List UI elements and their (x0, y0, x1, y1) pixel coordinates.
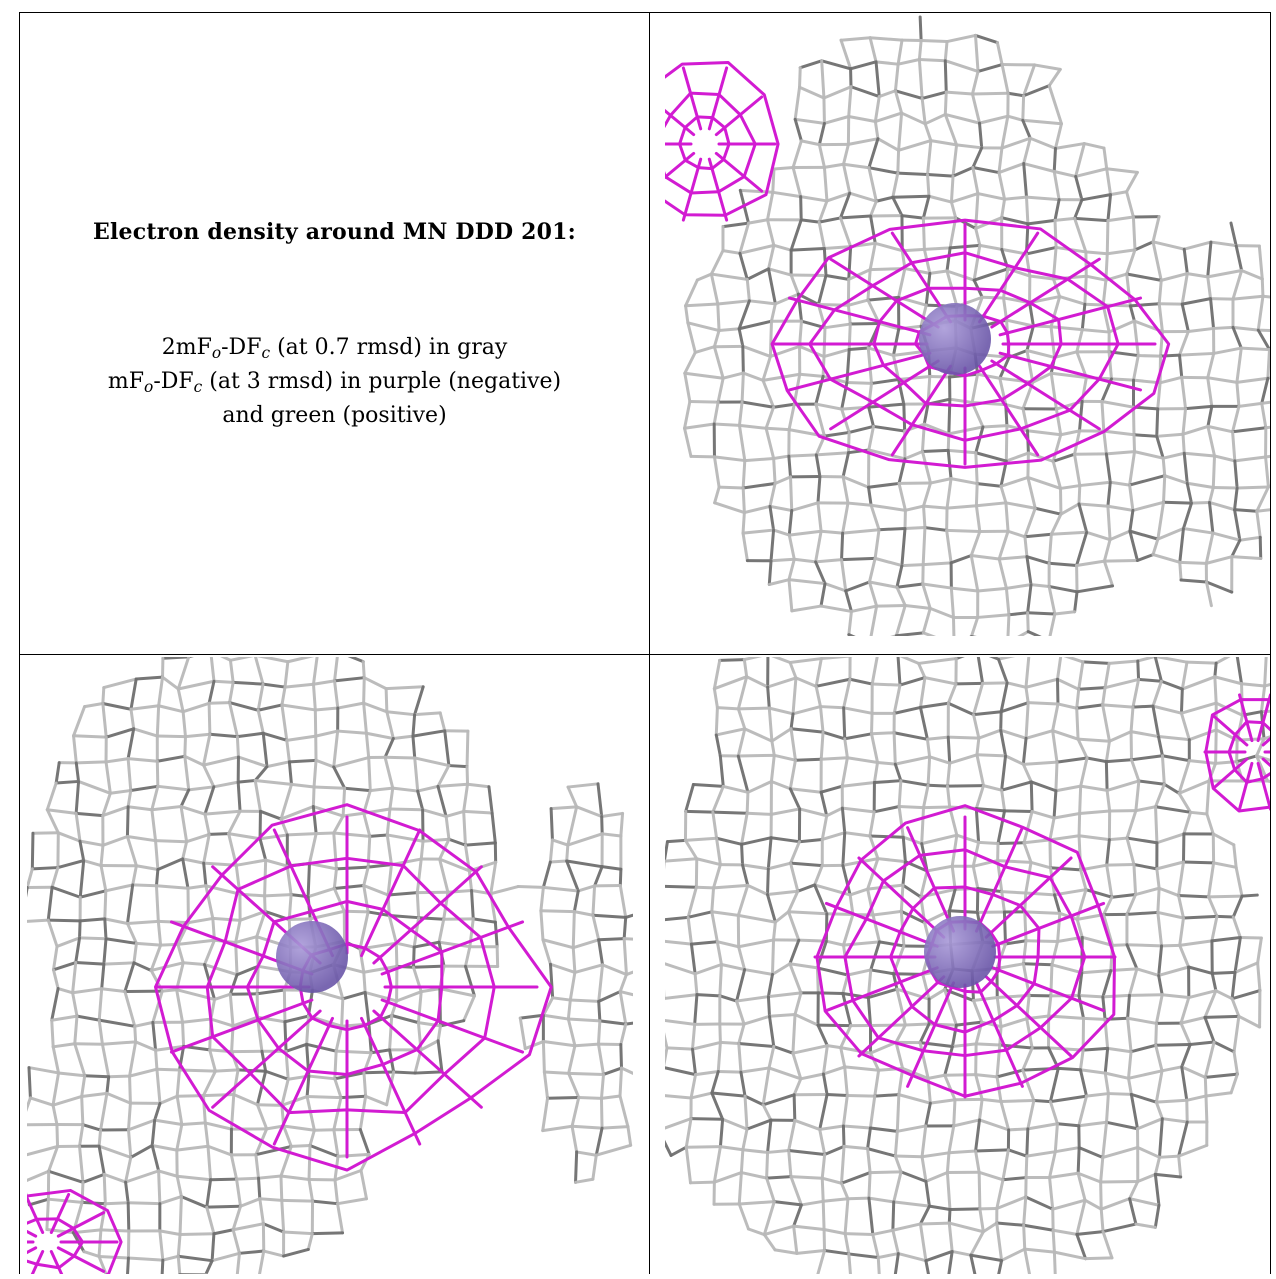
legend-line2-mid: -DF (153, 369, 194, 394)
density-mesh-view-3 (665, 657, 1270, 1274)
legend-line1-mid: -DF (221, 335, 262, 360)
density-panel-bottom-left (27, 657, 633, 1274)
legend-line-green: and green (positive) (222, 403, 447, 428)
legend-line-2mfo: 2mFo-DFc (at 0.7 rmsd) in gray (20, 335, 649, 362)
legend-line1-prefix: 2mF (161, 335, 212, 360)
legend-line1-sub2: c (261, 343, 271, 362)
legend-cell: Electron density around MN DDD 201: 2mFo… (20, 13, 649, 638)
mn-atom-sphere (924, 916, 996, 988)
purple-density-fragment (665, 61, 780, 222)
legend-title: Electron density around MN DDD 201: (93, 219, 576, 245)
middle-rule (19, 654, 1271, 655)
legend-line2-sub2: c (193, 377, 203, 396)
mn-atom-sphere (276, 921, 348, 993)
density-panel-top-right (665, 14, 1270, 636)
top-rule (19, 12, 1271, 13)
legend-line2-sub1: o (144, 377, 154, 396)
legend-line2-suffix: (at 3 rmsd) in purple (negative) (202, 369, 562, 394)
legend-line2-prefix: mF (107, 369, 145, 394)
mn-atom-sphere (919, 303, 991, 375)
purple-density-cage (770, 218, 1171, 469)
legend-line-mfo: mFo-DFc (at 3 rmsd) in purple (negative) (20, 369, 649, 396)
left-rule (19, 12, 20, 1274)
gray-density-mesh (683, 15, 1270, 636)
right-rule (1270, 12, 1271, 1274)
legend-line1-suffix: (at 0.7 rmsd) in gray (270, 335, 508, 360)
purple-density-fragment (1203, 693, 1270, 813)
figure-table (19, 12, 1271, 1274)
purple-density-cage (153, 803, 553, 1172)
purple-density-cage (813, 804, 1117, 1099)
purple-density-fragment (27, 1188, 123, 1274)
gray-density-mesh (27, 657, 633, 1274)
legend-line1-sub1: o (211, 343, 222, 362)
density-mesh-view-2 (27, 657, 633, 1274)
density-mesh-view-1 (665, 15, 1270, 636)
center-rule (649, 12, 650, 1274)
density-panel-bottom-right (665, 657, 1270, 1274)
